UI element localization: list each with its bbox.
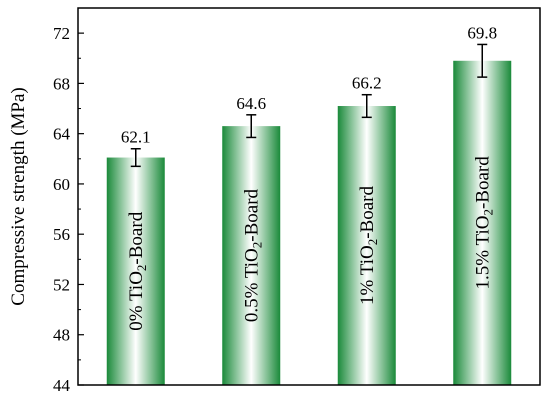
category-label: 0% TiO2-Board: [126, 211, 149, 330]
bar: [337, 106, 396, 386]
bar: [453, 60, 512, 385]
y-axis-title: Compressive strength (MPa): [8, 87, 29, 305]
y-tick-label: 52: [53, 275, 70, 294]
bar: [106, 157, 165, 385]
y-tick-label: 56: [53, 225, 70, 244]
plot-frame: [77, 7, 541, 386]
category-label: 1% TiO2-Board: [357, 186, 380, 305]
data-label: 64.6: [236, 94, 266, 113]
bars-layer: 62.1 0% TiO2-Board 64.6 0.5% TiO2-Board 66.2…: [106, 23, 512, 386]
data-label: 66.2: [352, 74, 382, 93]
category-label: 1.5% TiO2-Board: [472, 156, 495, 290]
data-label: 69.8: [467, 23, 497, 42]
y-tick-label: 48: [53, 326, 70, 345]
y-tick-label: 68: [53, 74, 70, 93]
category-label: 0.5% TiO2-Board: [241, 188, 264, 322]
y-tick-label: 72: [53, 24, 70, 43]
y-tick-label: 44: [53, 376, 71, 395]
y-tick-label: 64: [53, 125, 71, 144]
bar: [222, 126, 281, 386]
axes-layer: 44 48 52 56 60 64 68 72: [53, 7, 541, 395]
y-tick-label: 60: [53, 175, 70, 194]
data-label: 62.1: [121, 128, 151, 147]
